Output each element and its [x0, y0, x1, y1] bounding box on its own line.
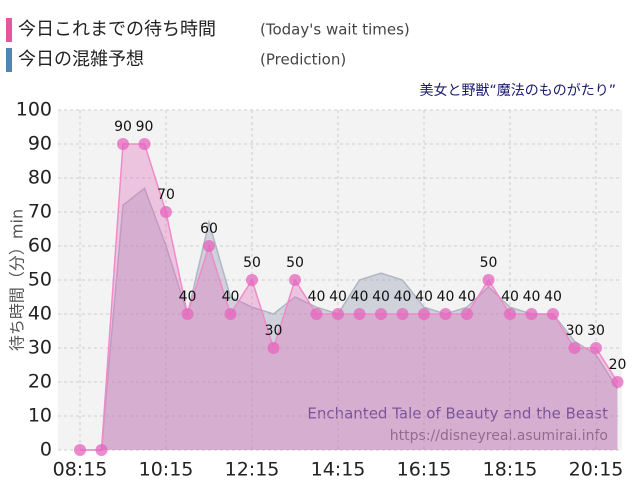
data-point: [246, 274, 258, 286]
data-point: [353, 308, 366, 320]
data-label: 60: [200, 221, 218, 237]
data-label: 40: [394, 289, 412, 305]
y-tick-label: 30: [28, 337, 52, 359]
data-point: [267, 342, 280, 354]
legend-note: (Today's wait times): [260, 21, 410, 39]
data-label: 50: [243, 255, 261, 271]
data-label: 40: [179, 289, 197, 305]
x-tick-label: 16:15: [397, 459, 452, 481]
data-label: 30: [587, 323, 605, 339]
annotation: Enchanted Tale of Beauty and the Beast: [307, 405, 608, 423]
data-point: [418, 308, 430, 320]
data-point: [439, 308, 452, 320]
y-axis-label: 待ち時間（分）min: [8, 209, 27, 351]
y-tick-label: 60: [28, 235, 52, 257]
data-point: [396, 308, 409, 320]
legend-label: 今日これまでの待ち時間: [18, 19, 216, 40]
data-point: [525, 308, 538, 320]
x-tick-label: 18:15: [483, 459, 538, 481]
x-tick-label: 20:15: [569, 459, 624, 481]
data-label: 70: [157, 187, 175, 203]
legend-swatch: [6, 48, 12, 72]
chart-title: 美女と野獣“魔法のものがたり”: [419, 82, 616, 99]
data-label: 40: [458, 289, 476, 305]
x-tick-label: 08:15: [53, 459, 108, 481]
data-label: 90: [114, 119, 132, 135]
y-tick-label: 90: [28, 133, 52, 155]
data-point: [482, 274, 495, 286]
data-label: 40: [544, 289, 562, 305]
data-label: 40: [523, 289, 541, 305]
y-tick-label: 20: [28, 371, 52, 393]
data-label: 20: [609, 357, 627, 373]
data-point: [611, 376, 624, 388]
data-point: [568, 342, 581, 354]
data-label: 30: [566, 323, 584, 339]
legend-note: (Prediction): [260, 51, 346, 69]
data-label: 50: [286, 255, 304, 271]
data-point: [375, 308, 387, 320]
y-tick-label: 50: [28, 269, 52, 291]
x-tick-label: 12:15: [225, 459, 280, 481]
data-point: [590, 342, 602, 354]
data-label: 40: [329, 289, 347, 305]
data-label: 40: [501, 289, 519, 305]
x-tick-label: 10:15: [139, 459, 194, 481]
data-point: [224, 308, 237, 320]
data-point: [504, 308, 516, 320]
y-tick-label: 10: [28, 405, 52, 427]
data-label: 40: [437, 289, 455, 305]
legend-label: 今日の混雑予想: [18, 49, 144, 70]
y-tick-label: 80: [28, 167, 52, 189]
y-tick-label: 100: [16, 99, 52, 121]
data-point: [95, 444, 108, 456]
data-point: [117, 138, 129, 150]
data-point: [203, 240, 215, 252]
data-point: [160, 206, 172, 218]
data-label: 40: [308, 289, 326, 305]
data-label: 40: [415, 289, 433, 305]
data-point: [289, 274, 301, 286]
data-label: 40: [372, 289, 390, 305]
data-point: [181, 308, 194, 320]
series-area: [80, 144, 618, 450]
data-label: 40: [351, 289, 369, 305]
data-point: [332, 308, 344, 320]
data-point: [74, 444, 86, 456]
data-point: [310, 308, 323, 320]
x-tick-label: 14:15: [311, 459, 366, 481]
data-label: 50: [480, 255, 498, 271]
data-point: [138, 138, 151, 150]
data-point: [461, 308, 473, 320]
annotation: https://disneyreal.asumirai.info: [390, 428, 608, 444]
data-label: 40: [222, 289, 240, 305]
series-area: [80, 188, 618, 450]
legend-swatch: [6, 18, 12, 42]
y-tick-label: 40: [28, 303, 52, 325]
data-label: 30: [265, 323, 283, 339]
y-tick-label: 70: [28, 201, 52, 223]
data-point: [547, 308, 559, 320]
y-tick-label: 0: [40, 439, 52, 461]
data-label: 90: [136, 119, 154, 135]
